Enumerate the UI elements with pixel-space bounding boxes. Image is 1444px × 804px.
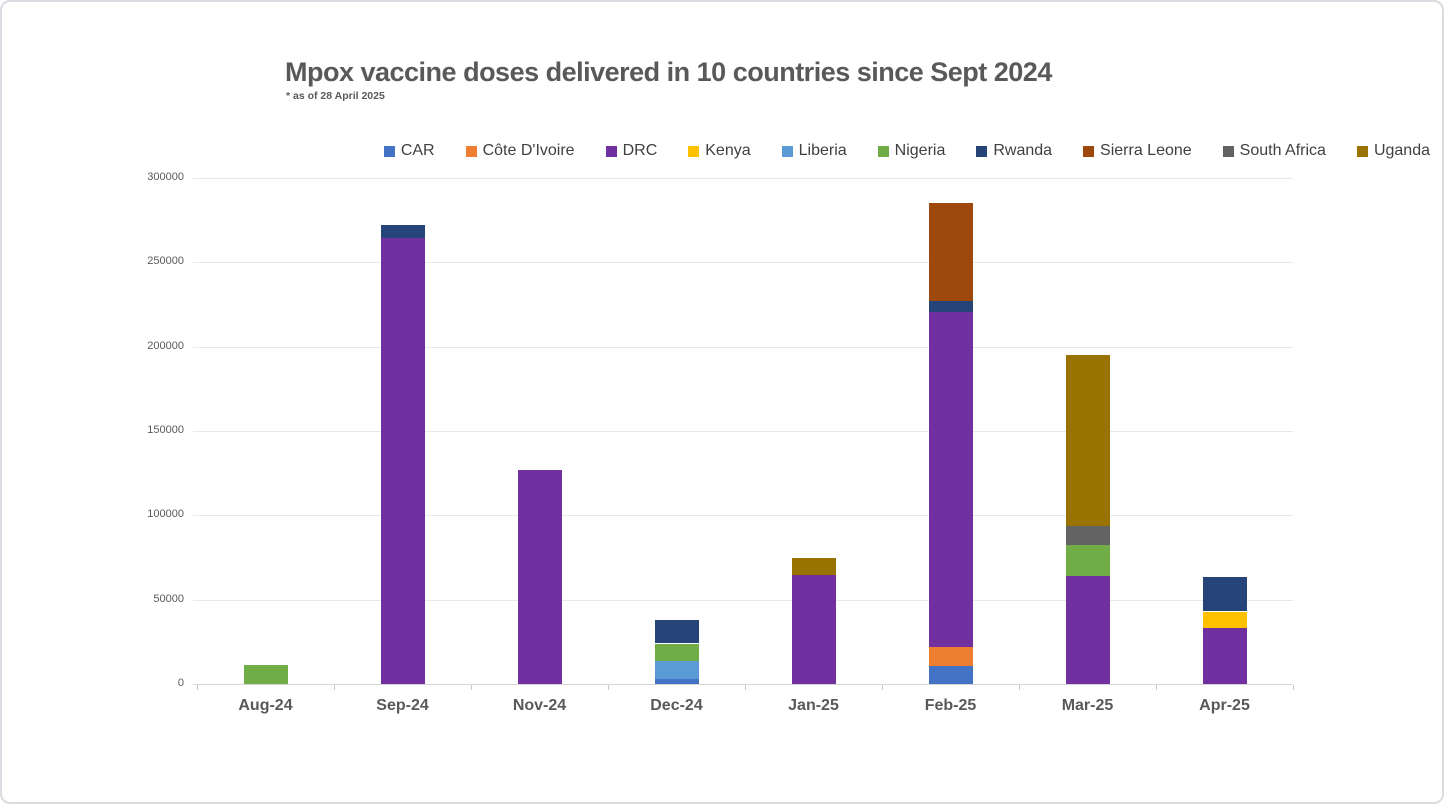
gridline-150000: [193, 431, 1293, 432]
bar-segment-mar-25-nigeria: [1066, 544, 1110, 576]
x-axis-tick: [882, 685, 883, 690]
bar-segment-dec-24-car: [655, 678, 699, 684]
chart-subtitle: * as of 28 April 2025: [286, 90, 385, 102]
legend-label: DRC: [622, 142, 658, 159]
bar-segment-dec-24-liberia: [655, 661, 699, 679]
x-axis-tick: [1293, 685, 1294, 690]
x-axis-tick: [471, 685, 472, 690]
x-axis-tick: [1019, 685, 1020, 690]
bar-segment-feb-25-sierra-leone: [929, 203, 973, 302]
legend-item-drc: DRC: [605, 142, 658, 160]
legend-item-liberia: Liberia: [781, 142, 847, 160]
bar-segment-apr-25-kenya: [1203, 611, 1247, 629]
legend-swatch-icon: [1356, 145, 1368, 157]
y-axis-label: 200000: [147, 340, 184, 352]
legend-swatch-icon: [605, 145, 617, 157]
gridline-250000: [193, 262, 1293, 263]
x-axis-label-dec-24: Dec-24: [650, 697, 703, 714]
legend-item-c-te-d-ivoire: Côte D'Ivoire: [465, 142, 575, 160]
bar-segment-dec-24-rwanda: [655, 619, 699, 644]
bar-segment-aug-24-nigeria: [244, 665, 288, 684]
bar-segment-mar-25-south-africa: [1066, 526, 1110, 545]
chart-title: Mpox vaccine doses delivered in 10 count…: [285, 57, 1052, 87]
legend-item-nigeria: Nigeria: [877, 142, 946, 160]
y-axis-label: 250000: [147, 255, 184, 267]
bar-segment-feb-25-c-te-d-ivoire: [929, 646, 973, 667]
gridline-0: [193, 684, 1293, 685]
legend-label: CAR: [400, 142, 435, 159]
legend-item-kenya: Kenya: [688, 142, 751, 160]
legend-label: Côte D'Ivoire: [482, 142, 575, 159]
x-axis-tick: [608, 685, 609, 690]
legend-swatch-icon: [1222, 145, 1234, 157]
bar-segment-feb-25-drc: [929, 312, 973, 647]
gridline-200000: [193, 347, 1293, 348]
legend-item-car: CAR: [383, 142, 435, 160]
legend-label: Sierra Leone: [1100, 142, 1192, 159]
x-axis-tick: [1156, 685, 1157, 690]
x-axis-label-nov-24: Nov-24: [512, 697, 567, 714]
bar-segment-mar-25-uganda: [1066, 355, 1110, 527]
x-axis-label-sep-24: Sep-24: [376, 697, 429, 714]
bar-segment-apr-25-rwanda: [1203, 576, 1247, 612]
legend-swatch-icon: [976, 145, 988, 157]
x-axis-label-aug-24: Aug-24: [238, 697, 293, 714]
legend-item-uganda: Uganda: [1356, 142, 1430, 160]
x-axis-tick: [334, 685, 335, 690]
legend-swatch-icon: [383, 145, 395, 157]
legend-label: South Africa: [1239, 142, 1326, 159]
y-axis-label: 0: [177, 677, 184, 689]
x-axis-label-apr-25: Apr-25: [1199, 697, 1250, 714]
bar-segment-sep-24-drc: [381, 237, 425, 684]
bar-segment-apr-25-drc: [1203, 628, 1247, 684]
x-axis-tick: [745, 685, 746, 690]
bar-segment-feb-25-rwanda: [929, 301, 973, 313]
y-axis-label: 150000: [147, 424, 184, 436]
y-axis-label: 100000: [147, 508, 184, 520]
bar-segment-feb-25-car: [929, 666, 973, 684]
legend-item-rwanda: Rwanda: [976, 142, 1052, 160]
chart-legend: CAR Côte D'Ivoire DRC Kenya Liberia Nigeria Rw…: [383, 142, 1430, 160]
legend-label: Liberia: [798, 142, 847, 159]
bar-segment-jan-25-uganda: [792, 557, 836, 576]
x-axis-label-jan-25: Jan-25: [788, 697, 839, 714]
legend-label: Kenya: [705, 142, 751, 159]
legend-label: Rwanda: [993, 142, 1053, 159]
bar-segment-dec-24-nigeria: [655, 643, 699, 662]
legend-swatch-icon: [877, 145, 889, 157]
legend-label: Uganda: [1373, 142, 1430, 159]
bar-segment-nov-24-drc: [518, 469, 562, 684]
x-axis-label-feb-25: Feb-25: [924, 697, 977, 714]
gridline-300000: [193, 178, 1293, 179]
x-axis-label-mar-25: Mar-25: [1061, 697, 1114, 714]
y-axis-label: 300000: [147, 171, 184, 183]
gridline-50000: [193, 600, 1293, 601]
x-axis-tick: [197, 685, 198, 690]
legend-swatch-icon: [688, 145, 700, 157]
legend-item-sierra-leone: Sierra Leone: [1083, 142, 1192, 160]
legend-swatch-icon: [1083, 145, 1095, 157]
y-axis-label: 50000: [153, 593, 184, 605]
legend-swatch-icon: [465, 145, 477, 157]
legend-label: Nigeria: [894, 142, 946, 159]
bar-segment-jan-25-drc: [792, 575, 836, 684]
gridline-100000: [193, 515, 1293, 516]
bar-segment-sep-24-rwanda: [381, 225, 425, 238]
legend-item-south-africa: South Africa: [1222, 142, 1326, 160]
legend-swatch-icon: [781, 145, 793, 157]
bar-segment-mar-25-drc: [1066, 576, 1110, 684]
